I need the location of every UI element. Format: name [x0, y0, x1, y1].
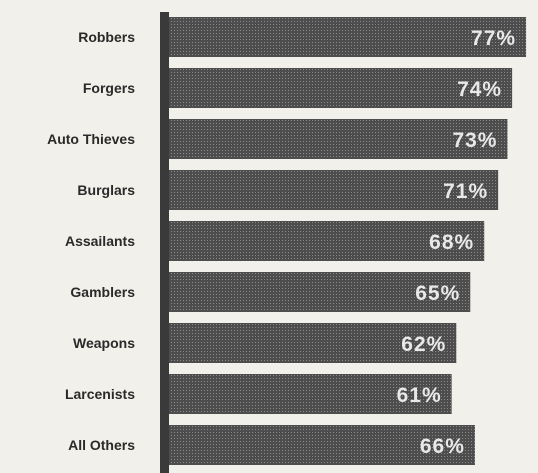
- category-label-auto-thieves: Auto Thieves: [47, 131, 135, 147]
- bars-group: [168, 17, 527, 465]
- value-labels-group: 77% 74% 73% 71% 68% 65% 62% 61% 66%: [397, 27, 516, 458]
- value-label-robbers: 77%: [471, 27, 516, 50]
- bar-auto-thieves: [168, 119, 508, 159]
- value-label-burglars: 71%: [443, 180, 488, 203]
- value-label-forgers: 74%: [457, 78, 502, 101]
- value-label-gamblers: 65%: [415, 282, 460, 305]
- category-label-forgers: Forgers: [83, 80, 135, 96]
- category-label-assailants: Assailants: [65, 233, 135, 249]
- bar-burglars: [168, 170, 499, 210]
- value-label-all-others: 66%: [420, 435, 465, 458]
- bar-assailants: [168, 221, 485, 261]
- category-label-burglars: Burglars: [77, 182, 135, 198]
- bar-all-others: [168, 425, 475, 465]
- category-label-larcenists: Larcenists: [65, 386, 135, 402]
- category-labels-group: Robbers Forgers Auto Thieves Burglars Assail…: [47, 29, 135, 453]
- value-label-weapons: 62%: [401, 333, 446, 356]
- bar-weapons: [168, 323, 457, 363]
- value-label-auto-thieves: 73%: [452, 129, 497, 152]
- category-label-robbers: Robbers: [78, 29, 135, 45]
- category-label-gamblers: Gamblers: [70, 284, 135, 300]
- value-label-larcenists: 61%: [397, 384, 442, 407]
- category-label-weapons: Weapons: [73, 335, 135, 351]
- bar-forgers: [168, 68, 513, 108]
- category-label-all-others: All Others: [68, 437, 135, 453]
- bar-larcenists: [168, 374, 452, 414]
- bar-robbers: [168, 17, 527, 57]
- y-axis-line: [160, 12, 169, 473]
- value-label-assailants: 68%: [429, 231, 474, 254]
- bar-gamblers: [168, 272, 471, 312]
